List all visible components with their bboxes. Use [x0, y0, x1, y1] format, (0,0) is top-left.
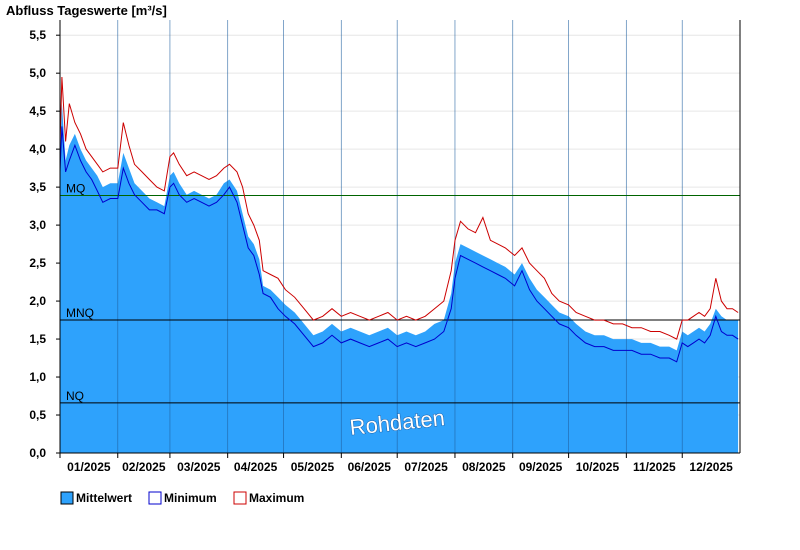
y-tick-label: 2,5 — [29, 256, 46, 270]
legend-item-mittelwert: Mittelwert — [60, 491, 132, 505]
legend-swatch-mittelwert — [60, 491, 74, 505]
legend-item-maximum: Maximum — [233, 491, 304, 505]
x-tick-label: 04/2025 — [234, 460, 278, 474]
legend-label-maximum: Maximum — [249, 491, 304, 505]
x-tick-label: 08/2025 — [462, 460, 506, 474]
legend-swatch-maximum — [233, 491, 247, 505]
reference-label-nq: NQ — [66, 389, 84, 403]
y-tick-label: 0,5 — [29, 408, 46, 422]
reference-label-mq: MQ — [66, 181, 85, 195]
y-tick-label: 3,0 — [29, 218, 46, 232]
reference-label-mnq: MNQ — [66, 306, 94, 320]
x-tick-label: 11/2025 — [633, 460, 676, 474]
legend-item-minimum: Minimum — [148, 491, 217, 505]
x-tick-labels: 01/2025 02/2025 03/2025 04/2025 05/2025 06/20… — [59, 453, 733, 474]
y-tick-label: 1,0 — [29, 370, 46, 384]
legend-label-mittelwert: Mittelwert — [76, 491, 132, 505]
reference-lines: MQ MNQ NQ — [60, 181, 740, 404]
min-max-lines — [59, 76, 739, 363]
minimum-line — [59, 126, 739, 363]
x-tick-label: 12/2025 — [689, 460, 733, 474]
y-tick-label: 4,5 — [29, 104, 46, 118]
x-tick-label: 03/2025 — [177, 460, 221, 474]
legend-label-minimum: Minimum — [164, 491, 217, 505]
y-tick-label: 3,5 — [29, 180, 46, 194]
y-tick-label: 5,5 — [29, 28, 46, 42]
x-tick-label: 02/2025 — [122, 460, 166, 474]
y-tick-labels: 0,0 0,5 1,0 1,5 2,0 2,5 3,0 3,5 4,0 4,5 5,0 5,5 — [29, 28, 60, 460]
x-tick-label: 07/2025 — [404, 460, 448, 474]
chart-title: Abfluss Tageswerte [m³/s] — [6, 3, 167, 18]
legend-swatch-minimum — [148, 491, 162, 505]
maximum-line — [59, 76, 739, 340]
y-tick-label: 5,0 — [29, 66, 46, 80]
x-tick-label: 05/2025 — [291, 460, 335, 474]
y-tick-label: 0,0 — [29, 446, 46, 460]
x-tick-label: 09/2025 — [519, 460, 563, 474]
legend: Mittelwert Minimum Maximum — [60, 491, 304, 505]
x-tick-label: 01/2025 — [67, 460, 111, 474]
month-gridlines — [117, 20, 683, 453]
x-tick-label: 06/2025 — [348, 460, 392, 474]
y-tick-label: 1,5 — [29, 332, 46, 346]
y-tick-label: 4,0 — [29, 142, 46, 156]
x-tick-label: 10/2025 — [576, 460, 620, 474]
y-tick-label: 2,0 — [29, 294, 46, 308]
